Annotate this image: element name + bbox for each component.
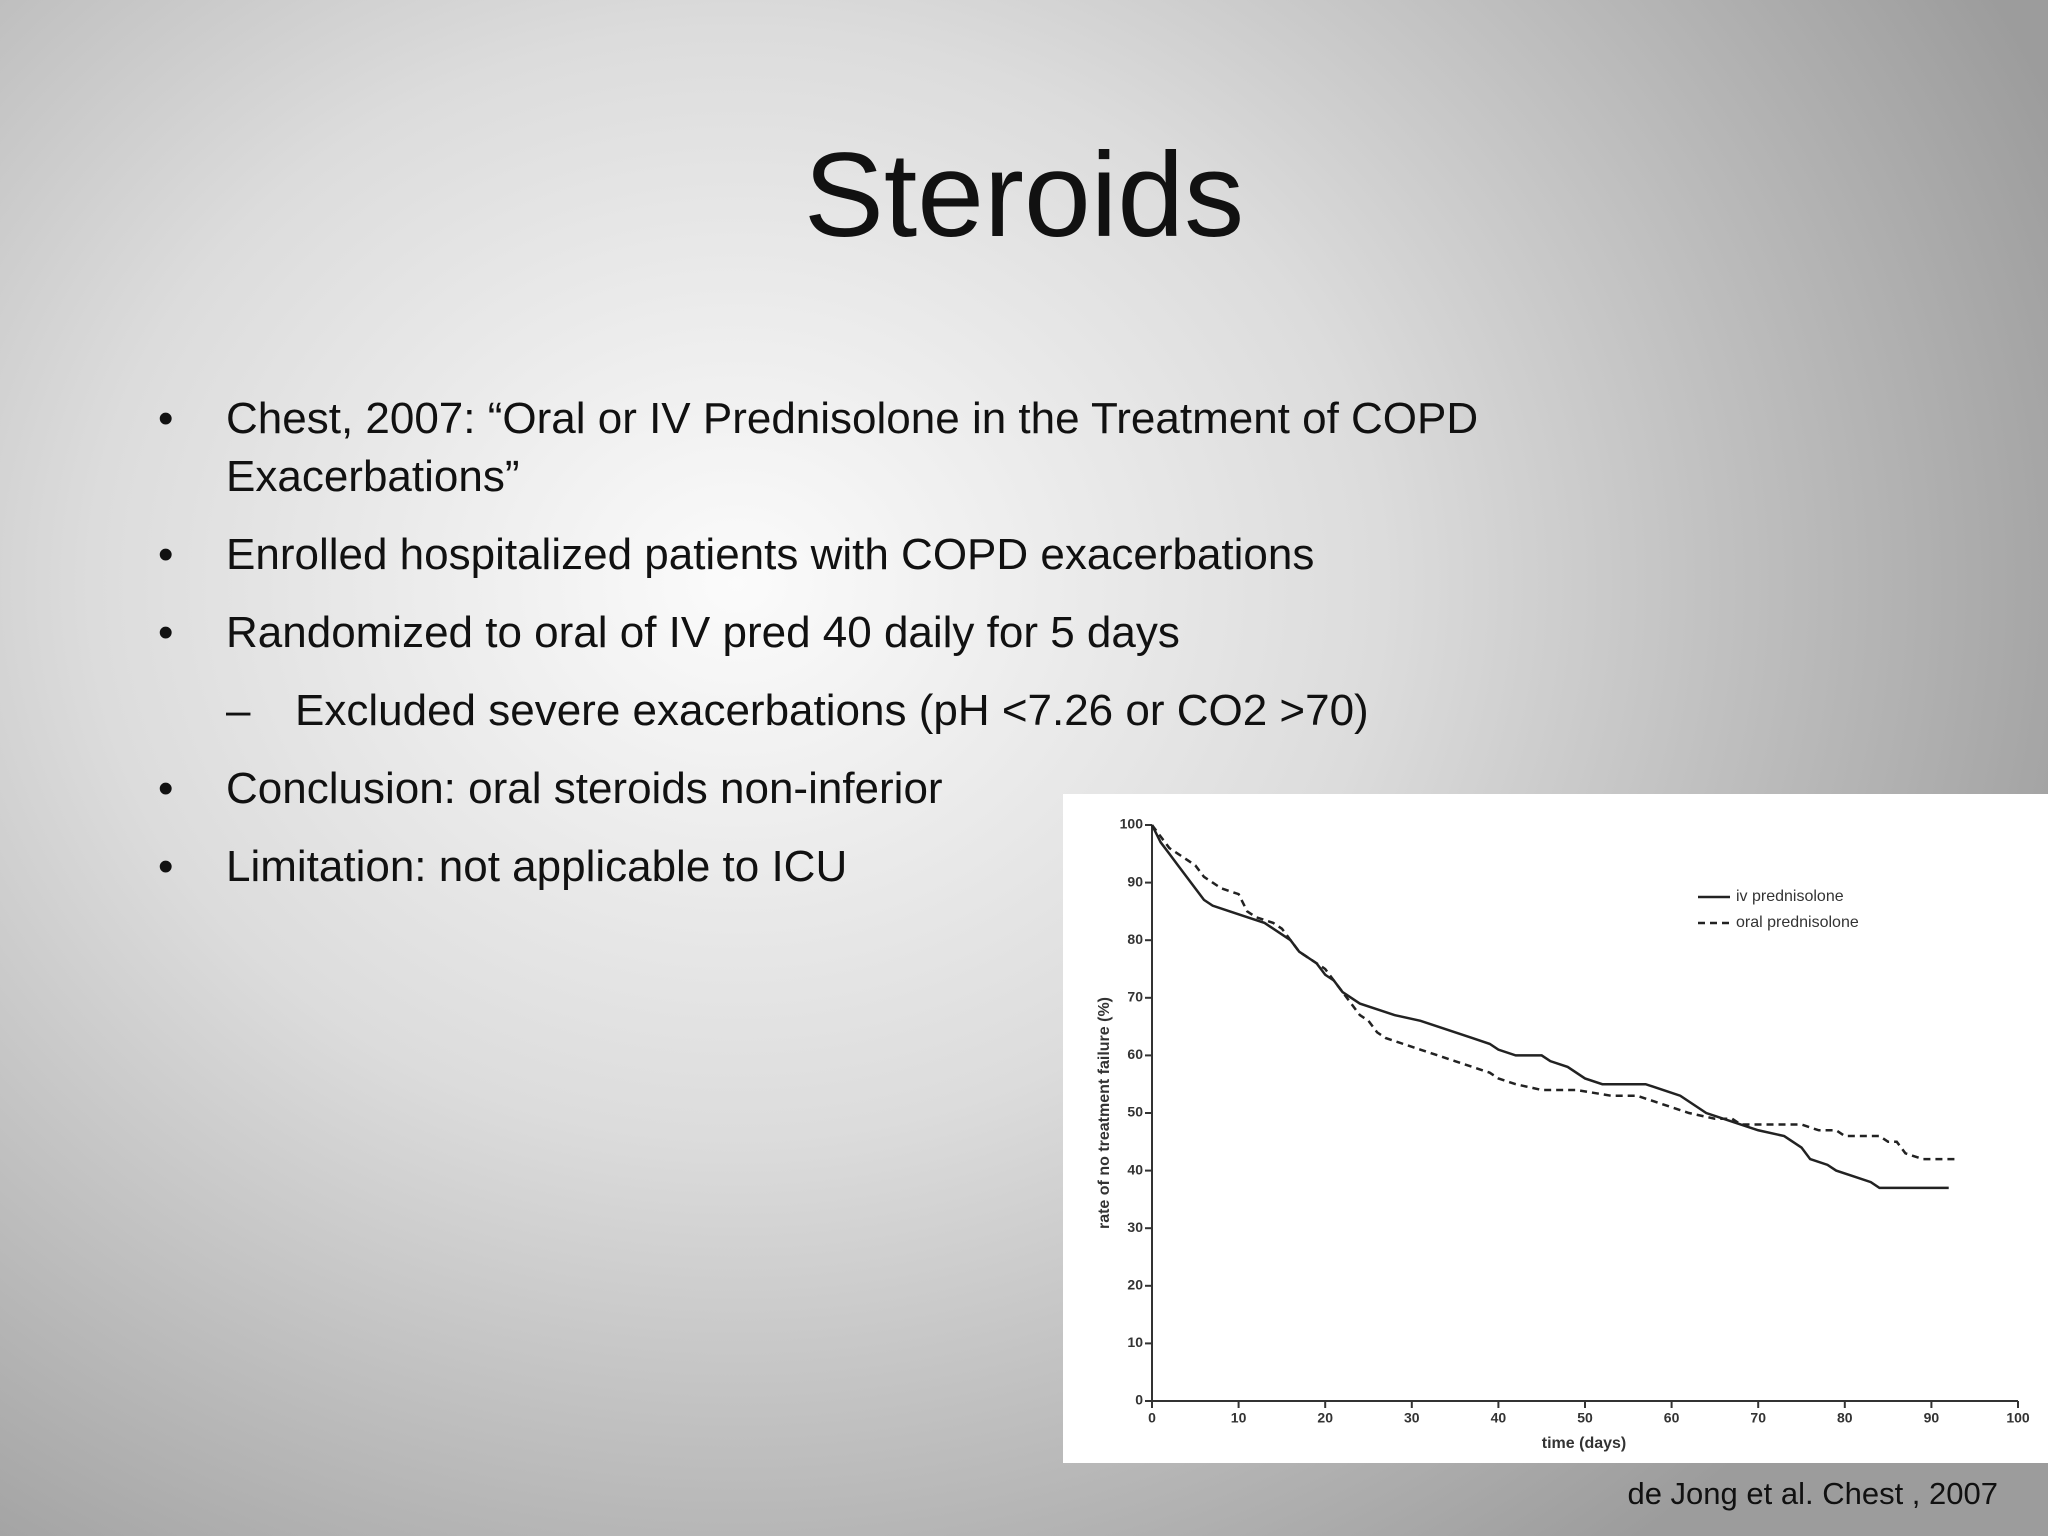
y-tick-label: 40 bbox=[1127, 1161, 1143, 1177]
bullet: Randomized to oral of IV pred 40 daily f… bbox=[158, 604, 1626, 662]
x-tick-label: 80 bbox=[1837, 1410, 1853, 1426]
slide-title: Steroids bbox=[803, 128, 1245, 262]
bullet: Limitation: not applicable to ICU bbox=[158, 838, 1626, 896]
y-tick-label: 30 bbox=[1127, 1219, 1143, 1235]
y-tick-label: 60 bbox=[1127, 1046, 1143, 1062]
x-tick-label: 70 bbox=[1750, 1410, 1766, 1426]
x-tick-label: 30 bbox=[1404, 1410, 1420, 1426]
x-tick-label: 0 bbox=[1148, 1410, 1156, 1426]
sub-bullet: Excluded severe exacerbations (pH <7.26 … bbox=[226, 682, 1626, 740]
y-tick-label: 50 bbox=[1127, 1104, 1143, 1120]
citation: de Jong et al. Chest , 2007 bbox=[1627, 1476, 1998, 1511]
y-tick-label: 10 bbox=[1127, 1334, 1143, 1350]
x-tick-label: 10 bbox=[1231, 1410, 1247, 1426]
bullet: Chest, 2007: “Oral or IV Prednisolone in… bbox=[158, 390, 1626, 506]
x-tick-label: 100 bbox=[2006, 1410, 2030, 1426]
data-line bbox=[1151, 824, 1958, 1161]
y-tick-label: 0 bbox=[1135, 1392, 1143, 1408]
x-tick-label: 90 bbox=[1924, 1410, 1940, 1426]
bullet: Conclusion: oral steroids non-inferior bbox=[158, 760, 1626, 818]
x-tick-label: 60 bbox=[1664, 1410, 1680, 1426]
legend-label: iv prednisolone bbox=[1736, 888, 1844, 905]
x-tick-label: 40 bbox=[1491, 1410, 1507, 1426]
y-axis-label: rate of no treatment failure (%) bbox=[1096, 997, 1113, 1229]
y-tick-label: 90 bbox=[1127, 873, 1143, 889]
chart-panel bbox=[1063, 794, 2048, 1463]
y-tick-label: 70 bbox=[1127, 989, 1143, 1005]
x-tick-label: 50 bbox=[1577, 1410, 1593, 1426]
y-tick-label: 80 bbox=[1127, 931, 1143, 947]
legend-label: oral prednisolone bbox=[1736, 914, 1859, 931]
bullet: Enrolled hospitalized patients with COPD… bbox=[158, 526, 1626, 584]
y-tick-label: 100 bbox=[1120, 816, 1144, 832]
y-tick-label: 20 bbox=[1127, 1277, 1143, 1293]
bullet-list: Chest, 2007: “Oral or IV Prednisolone in… bbox=[158, 390, 1626, 896]
data-line bbox=[1150, 824, 1949, 1190]
x-tick-label: 20 bbox=[1317, 1410, 1333, 1426]
x-axis-label: time (days) bbox=[1542, 1435, 1626, 1452]
